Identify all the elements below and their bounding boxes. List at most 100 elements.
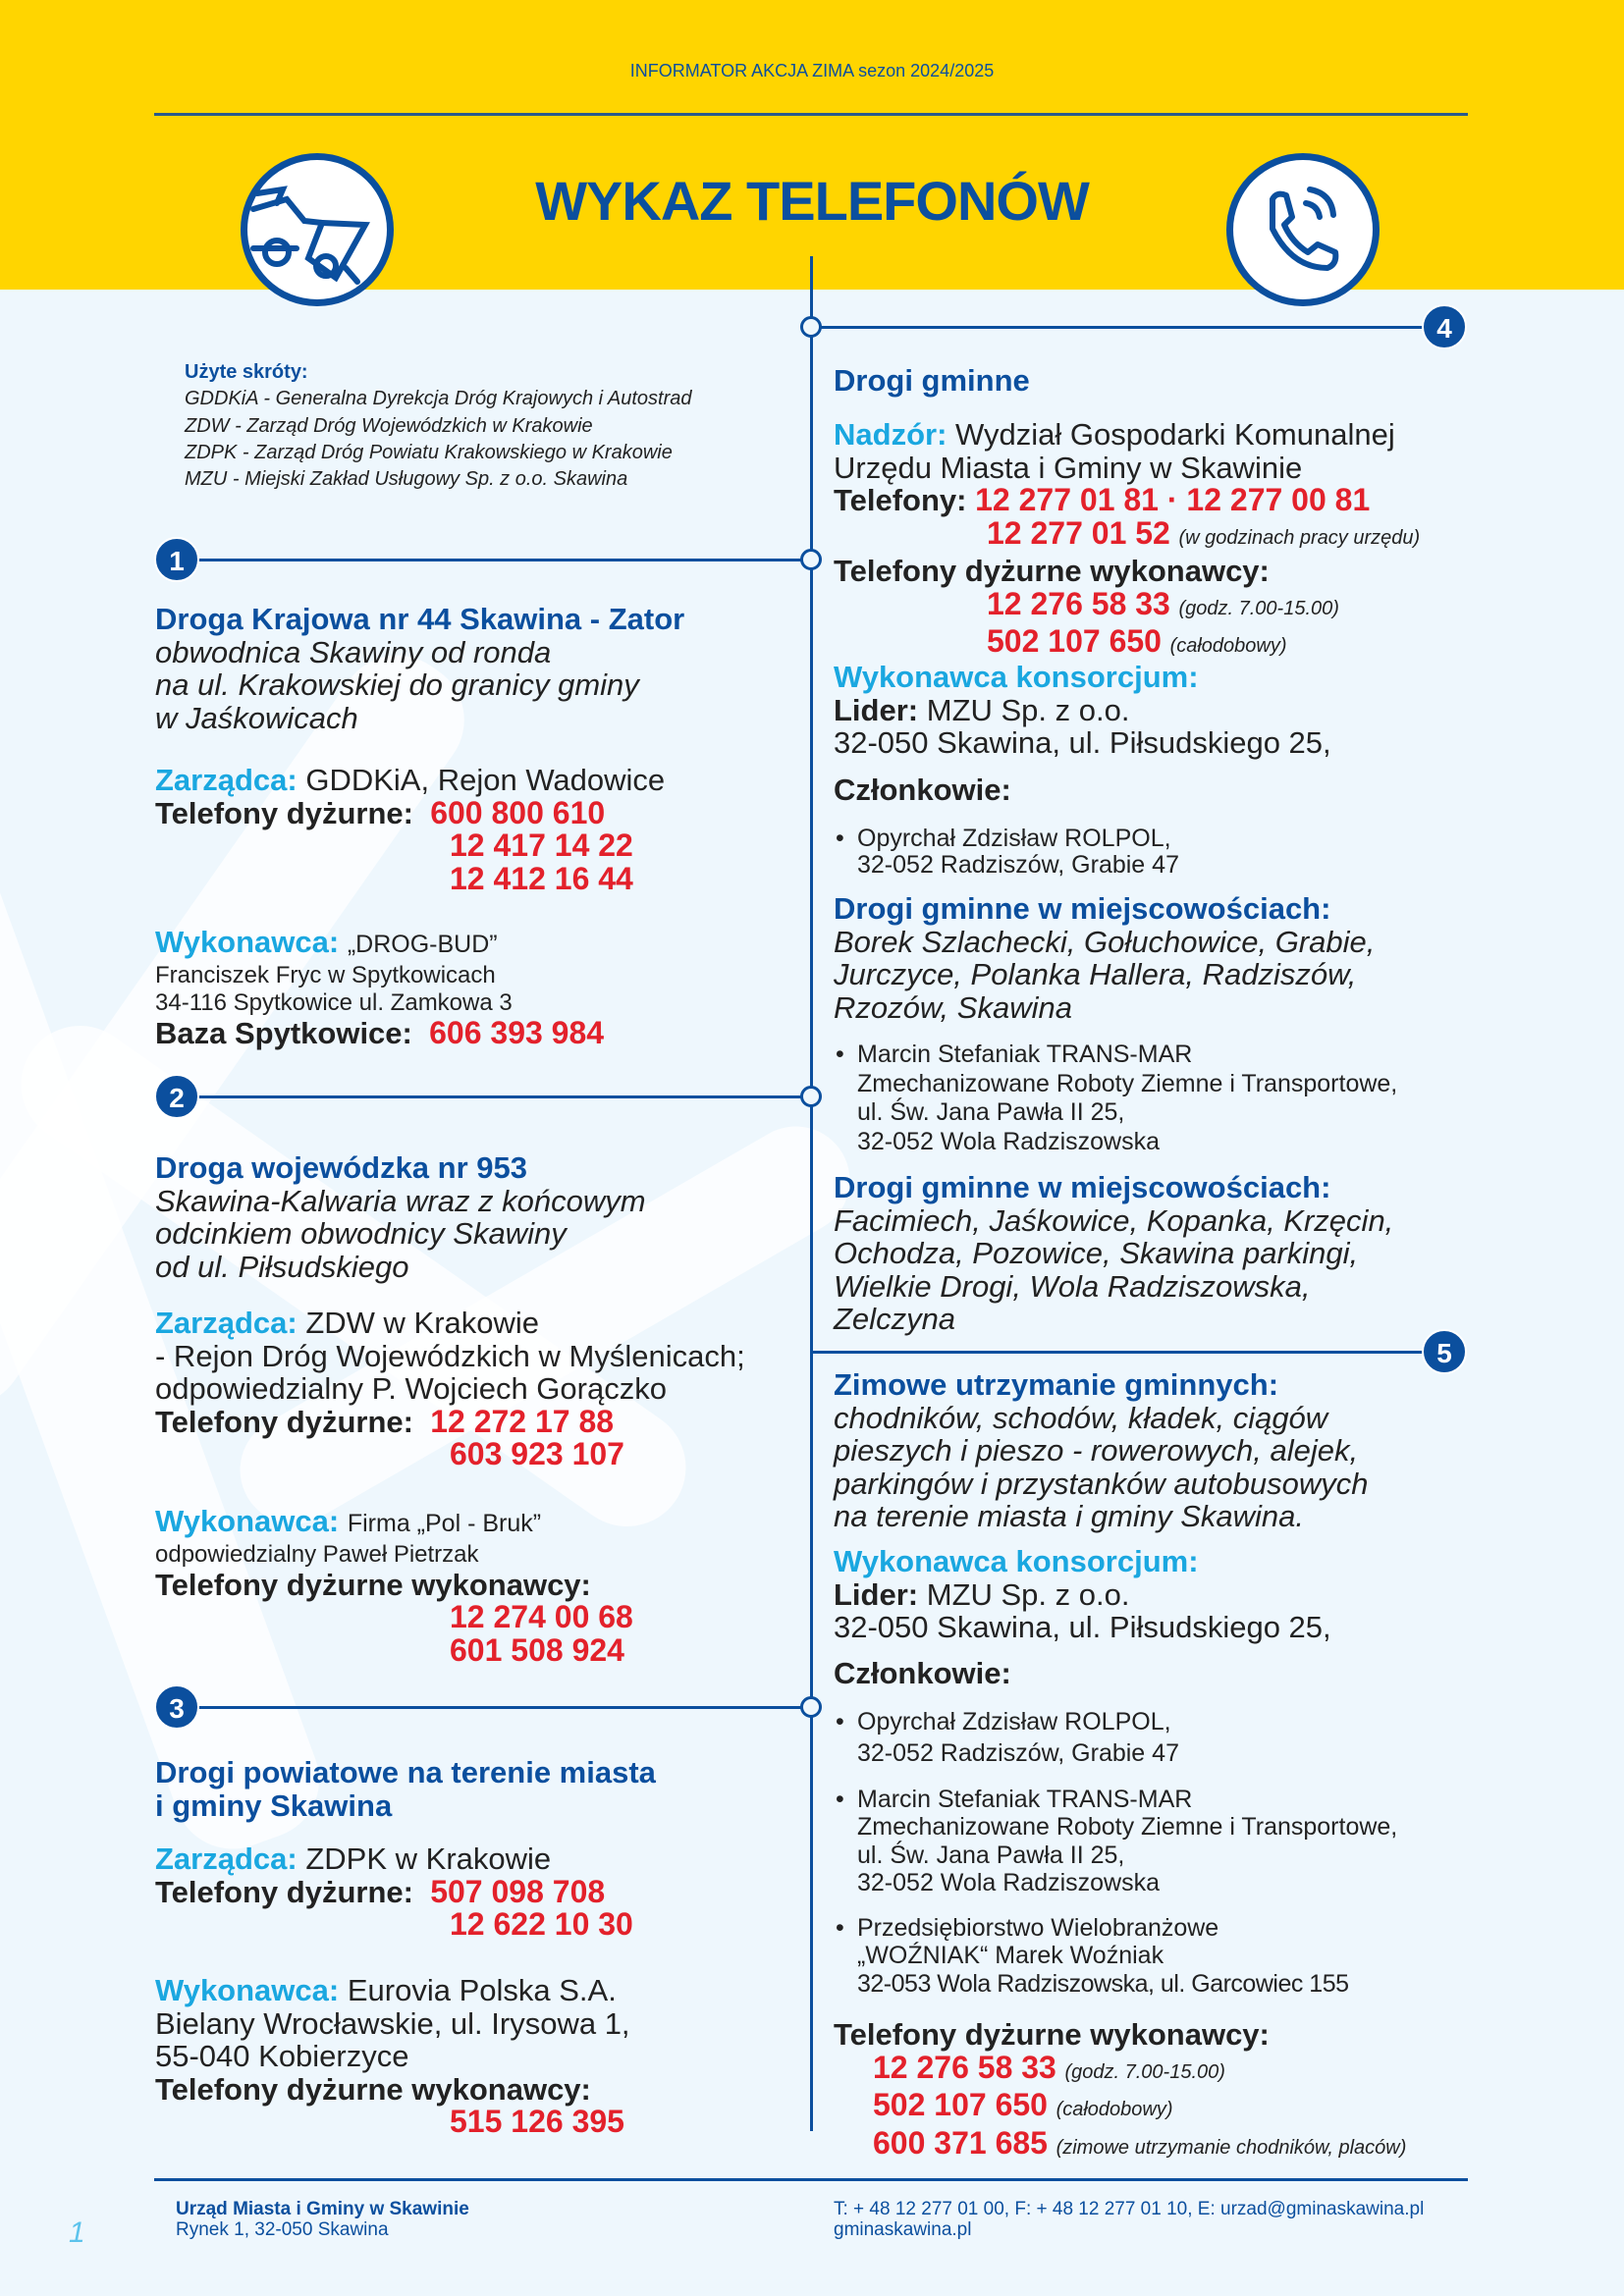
section-desc: pieszych i pieszo - rowerowych, alejek, [834, 1433, 1359, 1468]
area-line: Zelczyna [834, 1302, 956, 1336]
abbreviation: GDDKiA - Generalna Dyrekcja Dróg Krajowy… [185, 388, 692, 410]
phone-number[interactable]: 600 371 685 [873, 2124, 1048, 2161]
timeline-node [800, 316, 822, 338]
phone-number[interactable]: 12 276 58 33 [873, 2049, 1056, 2085]
member-line: Zmechanizowane Roboty Ziemne i Transport… [857, 1813, 1398, 1842]
member-line: Zmechanizowane Roboty Ziemne i Transport… [857, 1069, 1398, 1097]
phone-number[interactable]: 12 277 01 81 · 12 277 00 81 [975, 482, 1371, 517]
phone-number[interactable]: 502 107 650 [873, 2087, 1048, 2122]
phone-note: (godz. 7.00-15.00) [1178, 597, 1339, 619]
phone-number[interactable]: 600 800 610 [430, 794, 606, 830]
abbreviation: ZDPK - Zarząd Dróg Powiatu Krakowskiego … [185, 441, 673, 463]
phone-number[interactable]: 507 098 708 [430, 1873, 606, 1909]
phone-number[interactable]: 601 508 924 [450, 1631, 624, 1668]
label: Wykonawca: [155, 925, 340, 959]
label: Telefony dyżurne wykonawcy: [155, 1567, 591, 1602]
section-number-badge: 2 [154, 1074, 199, 1119]
leader-name: MZU Sp. z o.o. [926, 692, 1130, 727]
label: Telefony dyżurne wykonawcy: [834, 554, 1270, 588]
member-line: ul. Św. Jana Pawła II 25, [857, 1841, 1125, 1869]
phone-number[interactable]: 12 277 01 52 [987, 514, 1170, 551]
section-1-manager: Zarządca: GDDKiA, Rejon Wadowice Telefon… [155, 764, 665, 895]
phone-number[interactable]: 12 274 00 68 [450, 1599, 633, 1634]
member-line: 32-052 Radziszów, Grabie 47 [857, 1739, 1179, 1767]
footer-contact: T: + 48 12 277 01 00, F: + 48 12 277 01 … [834, 2199, 1425, 2219]
section-number-badge: 3 [154, 1684, 199, 1730]
phone-number[interactable]: 12 417 14 22 [450, 828, 633, 863]
phone-number[interactable]: 603 923 107 [450, 1436, 624, 1471]
label: Telefony: [834, 483, 967, 517]
section-1-heading: Droga Krajowa nr 44 Skawina - Zator obwo… [155, 603, 684, 734]
section-divider-2 [177, 1095, 811, 1098]
manager-name: ZDPK w Krakowie [305, 1842, 552, 1876]
section-title: Droga Krajowa nr 44 Skawina - Zator [155, 602, 685, 636]
phone-number[interactable]: 515 126 395 [450, 2104, 624, 2139]
section-desc: odcinkiem obwodnicy Skawiny [155, 1216, 567, 1251]
label: Wykonawca: [155, 1973, 340, 2007]
section-4-supervision: Nadzór: Wydział Gospodarki Komunalnej Ur… [834, 418, 1420, 664]
phone-number[interactable]: 12 412 16 44 [450, 860, 633, 896]
contractor-line: odpowiedzialny Paweł Pietrzak [155, 1540, 479, 1568]
section-divider-5 [811, 1351, 1444, 1354]
section-2-contractor: Wykonawca: Firma „Pol - Bruk” odpowiedzi… [155, 1505, 633, 1667]
label: Telefony dyżurne wykonawcy: [834, 2017, 1270, 2052]
manager-name: ZDW w Krakowie [305, 1306, 540, 1340]
abbreviations-title: Użyte skróty: [185, 361, 308, 383]
member-line: Przedsiębiorstwo Wielobranżowe [834, 1914, 1349, 1943]
label: Telefony dyżurne: [155, 795, 413, 830]
label: Zarządca: [155, 1842, 298, 1876]
leader-address: 32-050 Skawina, ul. Piłsudskiego 25, [834, 725, 1331, 760]
footer-org: Urząd Miasta i Gminy w Skawinie [176, 2199, 469, 2219]
phone-note: (w godzinach pracy urzędu) [1178, 526, 1421, 549]
member-item: Opyrchał Zdzisław ROLPOL, 32-052 Radzisz… [834, 826, 1179, 879]
section-number-badge: 4 [1422, 304, 1467, 349]
label: Zarządca: [155, 763, 298, 797]
member-line: 32-052 Wola Radziszowska [857, 1127, 1161, 1155]
section-title: Zimowe utrzymanie gminnych: [834, 1367, 1279, 1402]
phone-note: (całodobowy) [1169, 635, 1287, 657]
area-2: Drogi gminne w miejscowościach: Facimiec… [834, 1171, 1393, 1336]
section-desc: Skawina-Kalwaria wraz z końcowym [155, 1183, 646, 1218]
section-desc: na terenie miasta i gminy Skawina. [834, 1499, 1305, 1533]
area-line: Facimiech, Jaśkowice, Kopanka, Krzęcin, [834, 1202, 1394, 1238]
footer-left: Urząd Miasta i Gminy w Skawinie Rynek 1,… [176, 2199, 469, 2240]
section-desc: chodników, schodów, kładek, ciągów [834, 1400, 1328, 1435]
label: Wykonawca: [155, 1504, 340, 1538]
leader-name: MZU Sp. z o.o. [926, 1576, 1130, 1612]
phone-number[interactable]: 502 107 650 [987, 623, 1162, 659]
section-title: Drogi powiatowe na terenie miasta [155, 1755, 656, 1789]
section-divider-3 [177, 1706, 811, 1709]
contractor-name: „DROG-BUD” [347, 931, 498, 958]
label: Wykonawca konsorcjum: [834, 660, 1199, 694]
members-label: Członkowie: [834, 1656, 1011, 1690]
label: Telefony dyżurne: [155, 1404, 413, 1439]
contractor-name: Firma „Pol - Bruk” [347, 1510, 542, 1537]
area-line: Ochodza, Pozowice, Skawina parkingi, [834, 1236, 1359, 1270]
contractor-line: Franciszek Fryc w Spytkowicach [155, 961, 496, 988]
member-item: Marcin Stefaniak TRANS-MAR Zmechanizowan… [834, 1786, 1397, 1896]
section-title: Droga wojewódzka nr 953 [155, 1150, 527, 1185]
footer-website[interactable]: gminaskawina.pl [834, 2219, 972, 2240]
phone-number[interactable]: 12 622 10 30 [450, 1906, 633, 1942]
member-line: 32-052 Wola Radziszowska [857, 1868, 1161, 1896]
section-3-heading: Drogi powiatowe na terenie miasta i gmin… [155, 1756, 656, 1822]
member-line: Marcin Stefaniak TRANS-MAR [834, 1041, 1397, 1070]
section-number-badge: 1 [154, 537, 199, 582]
phone-number[interactable]: 12 276 58 33 [987, 585, 1170, 621]
abbreviation: ZDW - Zarząd Dróg Wojewódzkich w Krakowi… [185, 414, 593, 437]
contractor-name: Eurovia Polska S.A. [347, 1973, 617, 2007]
member-line: ul. Św. Jana Pawła II 25, [857, 1098, 1125, 1126]
section-divider-1 [177, 559, 811, 561]
area-title: Drogi gminne w miejscowościach: [834, 891, 1331, 926]
abbreviations: Użyte skróty: GDDKiA - Generalna Dyrekcj… [185, 359, 691, 493]
label: Baza Spytkowice: [155, 1015, 412, 1050]
header-divider [154, 113, 1468, 116]
area-line: Jurczyce, Polanka Hallera, Radziszów, [834, 957, 1357, 991]
section-title: i gminy Skawina [155, 1788, 393, 1823]
phone-number[interactable]: 12 272 17 88 [430, 1403, 615, 1439]
abbreviation: MZU - Miejski Zakład Usługowy Sp. z o.o.… [185, 468, 628, 491]
section-3-contractor: Wykonawca: Eurovia Polska S.A. Bielany W… [155, 1974, 630, 2139]
phone-note: (zimowe utrzymanie chodników, placów) [1056, 2136, 1407, 2159]
phone-number[interactable]: 606 393 984 [429, 1014, 605, 1050]
timeline-vertical-line [810, 256, 813, 2131]
